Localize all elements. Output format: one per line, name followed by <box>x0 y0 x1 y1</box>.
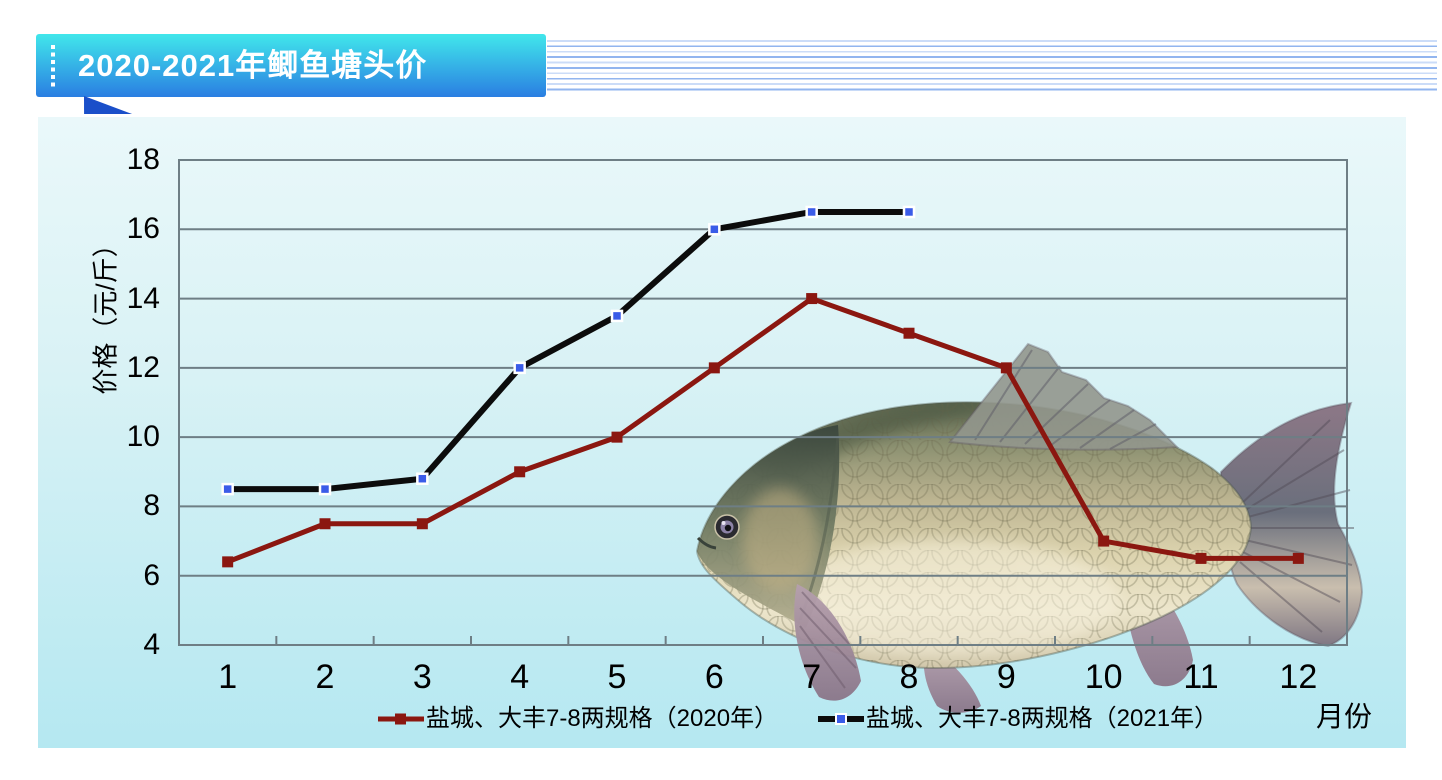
data-point-marker <box>902 205 916 219</box>
y-tick-label-14: 14 <box>126 281 160 315</box>
legend-entry-2021: 盐城、大丰7-8两规格（2021年） <box>818 704 1218 734</box>
x-tick-label-12: 12 <box>1279 658 1318 696</box>
series-line-2021 <box>224 208 912 493</box>
gridlines <box>179 228 1347 577</box>
series-line-2020 <box>225 296 1301 565</box>
data-point-marker <box>610 309 624 323</box>
fish-pectoral-rays <box>799 591 857 689</box>
data-point-marker <box>222 556 234 568</box>
y-tick-label-16: 16 <box>126 212 160 246</box>
data-point-marker <box>708 362 720 374</box>
x-tick-label-2: 2 <box>315 658 335 696</box>
fish-dorsal-fin <box>948 342 1180 451</box>
y-axis-title: 价格（元/斤） <box>90 231 121 395</box>
header-stripes-decoration <box>547 40 1437 93</box>
y-tick-label-6: 6 <box>143 558 160 592</box>
data-point-marker <box>416 518 428 530</box>
page-title: 2020-2021年鲫鱼塘头价 <box>78 48 428 83</box>
series-layer <box>221 205 1304 568</box>
y-tick-label-8: 8 <box>143 489 160 523</box>
data-point-marker <box>221 482 234 496</box>
y-tick-label-18: 18 <box>126 143 160 176</box>
legend-marker-2020 <box>378 713 424 725</box>
x-tick-label-8: 8 <box>899 658 919 696</box>
y-tick-label-10: 10 <box>126 420 160 454</box>
x-tick-label-9: 9 <box>996 658 1016 696</box>
x-tick-label-1: 1 <box>218 658 238 696</box>
y-tick-label-12: 12 <box>126 350 160 384</box>
x-tick-label-11: 11 <box>1183 658 1219 696</box>
fish-cheek <box>742 488 818 592</box>
data-point-marker <box>806 293 818 305</box>
legend-marker-2021 <box>818 713 864 725</box>
fish-pectoral-fin <box>794 584 861 701</box>
data-point-marker <box>514 466 526 478</box>
data-point-marker <box>416 472 429 485</box>
data-point-marker <box>805 205 818 219</box>
fish-eye-pupil <box>724 524 732 532</box>
data-point-marker <box>708 223 721 236</box>
x-tick-label-10: 10 <box>1084 658 1123 696</box>
legend-entry-2020: 盐城、大丰7-8两规格（2020年） <box>378 704 778 734</box>
x-tick-label-3: 3 <box>412 658 432 696</box>
legend-label-2021: 盐城、大丰7-8两规格（2021年） <box>866 705 1219 732</box>
data-point-marker <box>513 361 526 375</box>
data-point-marker <box>1292 552 1304 564</box>
data-point-marker <box>319 518 331 530</box>
fish-tail-fin <box>1219 401 1364 648</box>
title-banner: 2020-2021年鲫鱼塘头价 <box>36 34 546 114</box>
fish-belly-highlight <box>780 540 1120 656</box>
fish-image <box>695 342 1364 713</box>
data-point-marker <box>903 327 915 339</box>
x-tick-label-6: 6 <box>704 658 724 696</box>
data-point-marker <box>611 431 623 443</box>
legend-label-2020: 盐城、大丰7-8两规格（2020年） <box>426 705 779 732</box>
plot-frame <box>178 159 1348 646</box>
y-tick-label-4: 4 <box>143 628 160 661</box>
data-point-marker <box>1000 362 1012 374</box>
x-axis-title: 月份 <box>1316 701 1373 732</box>
fish-mouth <box>696 536 717 550</box>
data-point-marker <box>318 482 332 496</box>
fish-eye-glint <box>721 521 726 525</box>
x-tick-label-7: 7 <box>802 658 822 696</box>
data-point-marker <box>1098 535 1110 547</box>
x-tick-label-5: 5 <box>607 658 627 696</box>
fish-dorsal-rays <box>974 349 1157 450</box>
data-point-marker <box>1195 552 1207 564</box>
banner-dashes-icon <box>51 45 55 87</box>
x-tick-label-4: 4 <box>510 658 530 696</box>
